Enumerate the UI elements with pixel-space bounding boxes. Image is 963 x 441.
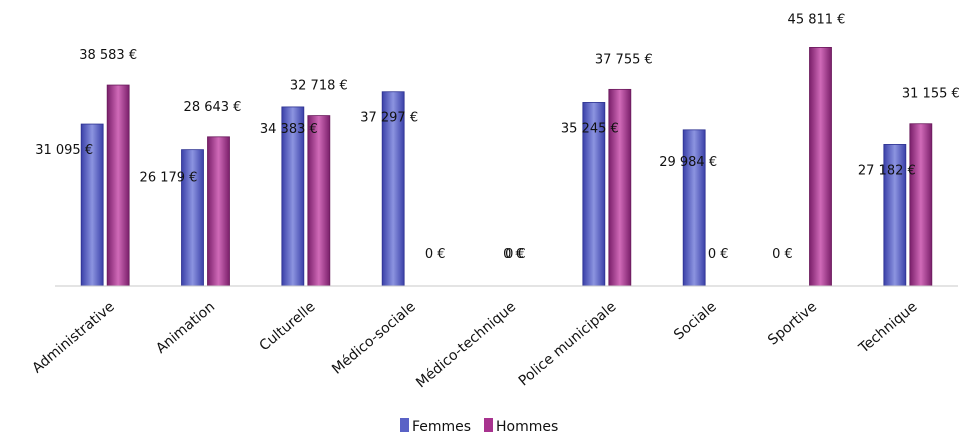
- bars-layer: [80, 47, 933, 287]
- x-tick-label-4: Médico-technique: [413, 299, 519, 392]
- value-label-femmes-8: 27 182 €: [858, 163, 916, 178]
- value-label-hommes-2: 32 718 €: [290, 79, 348, 94]
- value-label-hommes-5: 37 755 €: [595, 52, 653, 67]
- value-label-femmes-5: 35 245 €: [561, 121, 619, 136]
- bar-femmes-6: [682, 129, 706, 287]
- x-tick-label-3: Médico-sociale: [329, 299, 419, 378]
- x-tick-labels-layer: Administrative Animation Culturelle Médico-…: [29, 299, 920, 392]
- x-tick-label-7: Sportive: [765, 299, 820, 349]
- value-label-hommes-0: 38 583 €: [79, 48, 137, 63]
- value-label-hommes-1: 28 643 €: [184, 100, 242, 115]
- bar-hommes-5: [608, 88, 632, 287]
- legend-label-femmes: Femmes: [412, 419, 471, 435]
- x-tick-label-8: Technique: [855, 299, 920, 357]
- x-tick-label-6: Sociale: [671, 299, 720, 343]
- bar-hommes-0: [106, 84, 130, 287]
- x-tick-label-2: Culturelle: [257, 299, 319, 355]
- value-label-femmes-6: 29 984 €: [659, 155, 717, 170]
- value-labels-layer: 31 095 € 38 583 € 26 179 € 28 643 € 34 383 €…: [35, 12, 960, 262]
- x-tick-label-1: Animation: [153, 299, 218, 357]
- value-label-femmes-0: 31 095 €: [35, 143, 93, 158]
- value-label-femmes-3: 37 297 €: [360, 111, 418, 126]
- legend: Femmes Hommes: [400, 418, 558, 435]
- legend-swatch-hommes: [484, 418, 493, 432]
- bar-hommes-7: [809, 47, 832, 287]
- value-label-hommes-7: 45 811 €: [788, 12, 846, 27]
- x-tick-label-0: Administrative: [29, 299, 117, 377]
- value-label-femmes-2: 34 383 €: [260, 122, 318, 137]
- x-tick-label-5: Police municipale: [516, 299, 620, 390]
- value-label-femmes-7: 0 €: [772, 247, 793, 262]
- bar-hommes-8: [909, 123, 933, 287]
- bar-hommes-2: [307, 115, 331, 287]
- legend-label-hommes: Hommes: [496, 419, 558, 435]
- value-label-hommes-8: 31 155 €: [902, 87, 960, 102]
- value-label-femmes-4: 0 €: [503, 247, 524, 262]
- value-label-femmes-1: 26 179 €: [140, 171, 198, 186]
- value-label-hommes-3: 0 €: [425, 247, 446, 262]
- value-label-hommes-4: 0 €: [505, 247, 526, 262]
- value-label-hommes-6: 0 €: [708, 247, 729, 262]
- legend-swatch-femmes: [400, 418, 409, 432]
- bar-hommes-1: [207, 136, 230, 287]
